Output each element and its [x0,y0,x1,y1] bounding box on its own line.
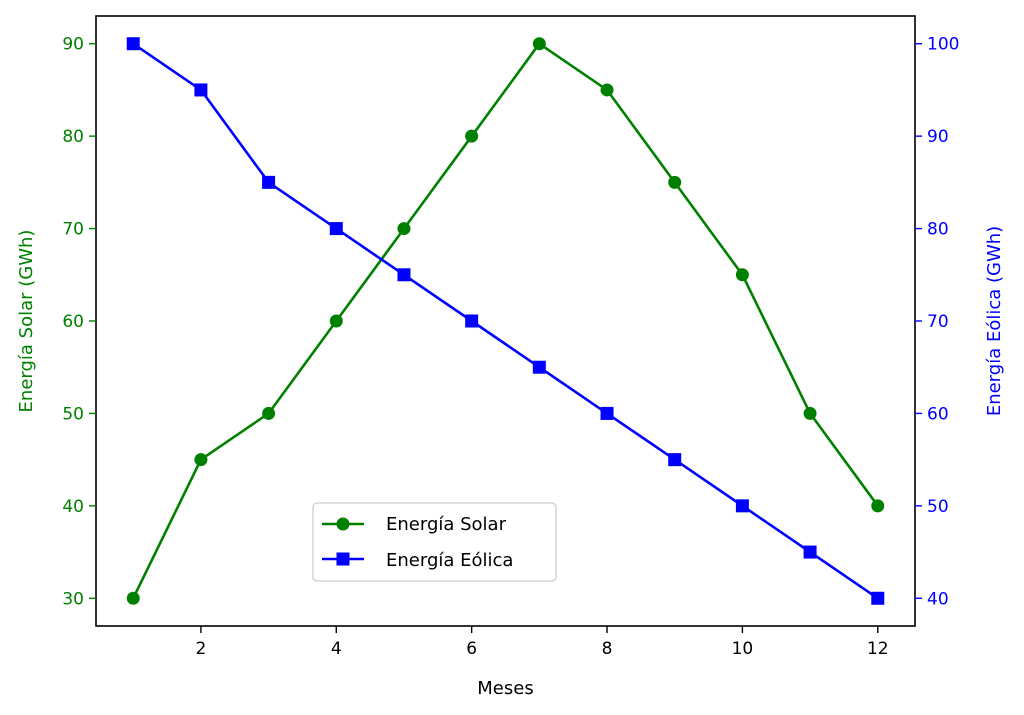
y-axis-right: 40 50 60 70 80 90 100 [915,35,959,609]
data-point-wind [262,175,276,189]
legend-swatch-solar-marker [336,517,350,531]
data-point-solar [803,406,817,420]
x-axis: 2 4 6 8 10 12 [195,626,889,659]
y-right-tick-label: 80 [927,220,949,240]
data-point-solar [194,453,208,467]
data-point-wind [194,83,208,97]
series-layer [126,37,885,605]
data-point-wind [329,222,343,236]
data-point-wind [126,37,140,51]
data-point-solar [397,222,411,236]
data-point-solar [126,591,140,605]
y-right-tick-label: 50 [927,497,949,517]
y-right-tick-label: 70 [927,312,949,332]
y-right-tick-label: 60 [927,404,949,424]
series-line-wind [132,42,879,600]
data-point-solar [262,406,276,420]
data-point-solar [600,83,614,97]
legend-swatch-wind-marker [336,552,350,566]
data-point-solar [668,175,682,189]
x-tick-label: 2 [195,639,206,659]
y-left-tick-label: 40 [62,497,84,517]
y-axis-left-title: Energía Solar (GWh) [16,230,37,413]
data-point-wind [600,406,614,420]
x-axis-title: Meses [477,678,533,699]
data-point-wind [397,268,411,282]
y-right-tick-label: 90 [927,127,949,147]
x-tick-label: 10 [732,639,754,659]
y-axis-right-title: Energía Eólica (GWh) [984,226,1005,416]
y-left-tick-label: 50 [62,404,84,424]
y-left-tick-label: 60 [62,312,84,332]
data-point-solar [871,499,885,513]
data-point-wind [871,591,885,605]
data-point-solar [735,268,749,282]
x-tick-label: 4 [331,639,342,659]
data-point-wind [803,545,817,559]
legend-label-wind: Energía Eólica [386,550,513,571]
legend: Energía Solar Energía Eólica [312,502,557,582]
data-point-wind [735,499,749,513]
x-tick-label: 8 [602,639,613,659]
y-left-tick-label: 90 [62,35,84,55]
legend-label-solar: Energía Solar [386,514,507,535]
y-right-tick-label: 40 [927,589,949,609]
data-point-wind [465,314,479,328]
x-tick-label: 6 [466,639,477,659]
data-point-wind [668,453,682,467]
legend-frame [312,502,557,582]
y-left-tick-label: 30 [62,589,84,609]
series-line-solar [132,42,879,599]
x-tick-label: 12 [867,639,889,659]
y-axis-left: 30 40 50 60 70 80 90 [62,35,96,609]
data-point-solar [465,129,479,143]
y-left-tick-label: 70 [62,220,84,240]
data-point-wind [532,360,546,374]
data-point-solar [532,37,546,51]
y-right-tick-label: 100 [927,35,959,55]
y-left-tick-label: 80 [62,127,84,147]
data-point-solar [329,314,343,328]
